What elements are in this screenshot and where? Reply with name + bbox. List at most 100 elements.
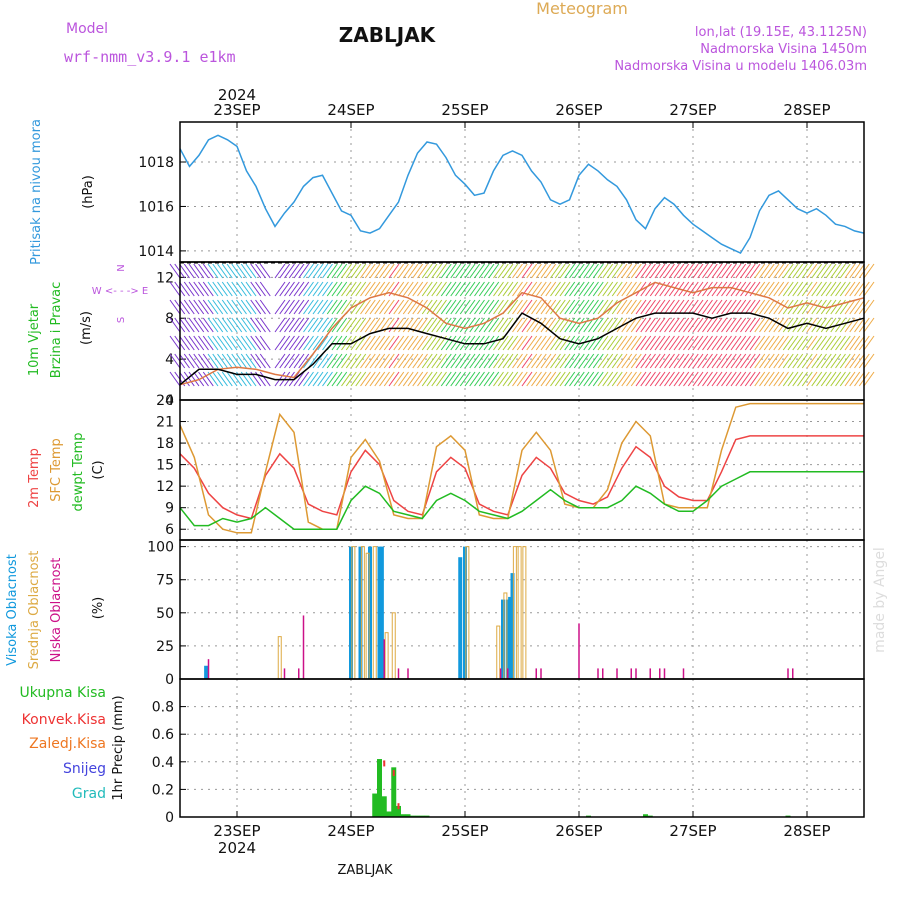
pressure-line (179, 134, 865, 255)
wind-barb (445, 299, 457, 315)
wind-barb (664, 281, 675, 297)
wind-barb (369, 335, 381, 351)
wind-barb (226, 299, 238, 315)
wind-barb (288, 281, 300, 297)
pressure-unit-label: (hPa) (81, 175, 96, 209)
wind-barb (322, 317, 333, 333)
conv-precip-mark (397, 803, 400, 810)
wind-barb (754, 317, 766, 333)
wind-barb (393, 263, 405, 279)
wind-barb (455, 263, 466, 279)
y-tick-label: 50 (156, 606, 174, 622)
wind-barb (635, 335, 647, 351)
wind-barb (521, 371, 533, 387)
wind-barb (483, 317, 495, 333)
wind-barb (687, 353, 699, 369)
wind-barb (782, 371, 794, 387)
wind-barb (583, 299, 595, 315)
wind-barb (597, 263, 609, 279)
wind-barb (336, 335, 348, 351)
wind-barb (240, 317, 252, 333)
wind-barb (573, 353, 585, 369)
wind-barb (854, 299, 865, 315)
wind-barb (231, 263, 243, 279)
wind-barb (583, 353, 595, 369)
wind-barb (816, 281, 827, 297)
wind-barb (336, 353, 348, 369)
wind-barb (350, 299, 362, 315)
wind-barb (502, 317, 514, 333)
wind-barb (863, 263, 875, 279)
wind-barb (759, 281, 770, 297)
wind-barb (578, 317, 590, 333)
total-precip-bar (643, 814, 648, 817)
wind-barb (341, 299, 352, 315)
wind-barb (569, 299, 580, 315)
wind-barb (431, 371, 443, 387)
wind-barb (431, 299, 443, 315)
wind-barb (240, 263, 252, 279)
wind-barb (702, 353, 713, 369)
wind-barb (217, 371, 228, 387)
wind-barb (535, 317, 547, 333)
wind-barb (706, 371, 718, 387)
wind-barb (364, 263, 376, 279)
wind-barb (564, 281, 576, 297)
wind-barb (259, 263, 271, 279)
wind-barb (226, 263, 238, 279)
wind-barb (564, 353, 576, 369)
wind-barb (597, 299, 609, 315)
wind-barb (592, 371, 604, 387)
wind-barb (730, 353, 742, 369)
wind-barb (417, 317, 428, 333)
wind-barb (744, 371, 756, 387)
wind-barb (835, 353, 846, 369)
wind-barb (236, 281, 247, 297)
wind-barb (597, 353, 609, 369)
wind-barb (379, 371, 390, 387)
wind-barb (188, 299, 200, 315)
wind-barb (231, 299, 243, 315)
wind-barb (640, 281, 652, 297)
day-label-bottom: 27SEP (669, 822, 716, 840)
day-label-top: 25SEP (441, 101, 488, 119)
wind-barb (440, 263, 452, 279)
wind-barb (569, 317, 580, 333)
wind-barb (664, 317, 675, 333)
wind-barb (835, 335, 846, 351)
y-tick-label: 0 (165, 672, 174, 688)
wind-barb (540, 353, 552, 369)
wind-barb (702, 317, 713, 333)
wind-barb (317, 353, 329, 369)
wind-barb (440, 353, 452, 369)
wind-barb (293, 299, 305, 315)
compass-s: S (116, 317, 127, 323)
wind-barb (540, 335, 552, 351)
wind-barb (863, 299, 875, 315)
wind-barb (602, 317, 614, 333)
wind-barb (664, 371, 675, 387)
wind-barb (640, 353, 652, 369)
wind-barb (740, 281, 751, 297)
wind-barb (668, 335, 680, 351)
wind-barb (398, 335, 409, 351)
wind-barb (445, 263, 457, 279)
wind-barb (331, 281, 343, 297)
wind-barb (616, 281, 628, 297)
wind-barb (231, 335, 243, 351)
wind-barb (193, 335, 205, 351)
wind-barb (554, 353, 566, 369)
wind-barb (202, 353, 214, 369)
precip-unit-label: 1hr Precip (mm) (111, 695, 126, 800)
wind-barb (317, 371, 329, 387)
total-precip-bar (391, 767, 397, 817)
wind-barb (207, 317, 219, 333)
wind-barb (654, 353, 666, 369)
wind-barb (212, 335, 224, 351)
wind-barb (221, 335, 233, 351)
wind-barb (383, 335, 395, 351)
wind-barb (545, 317, 557, 333)
wind-barb (759, 371, 770, 387)
wind-barb (497, 335, 509, 351)
